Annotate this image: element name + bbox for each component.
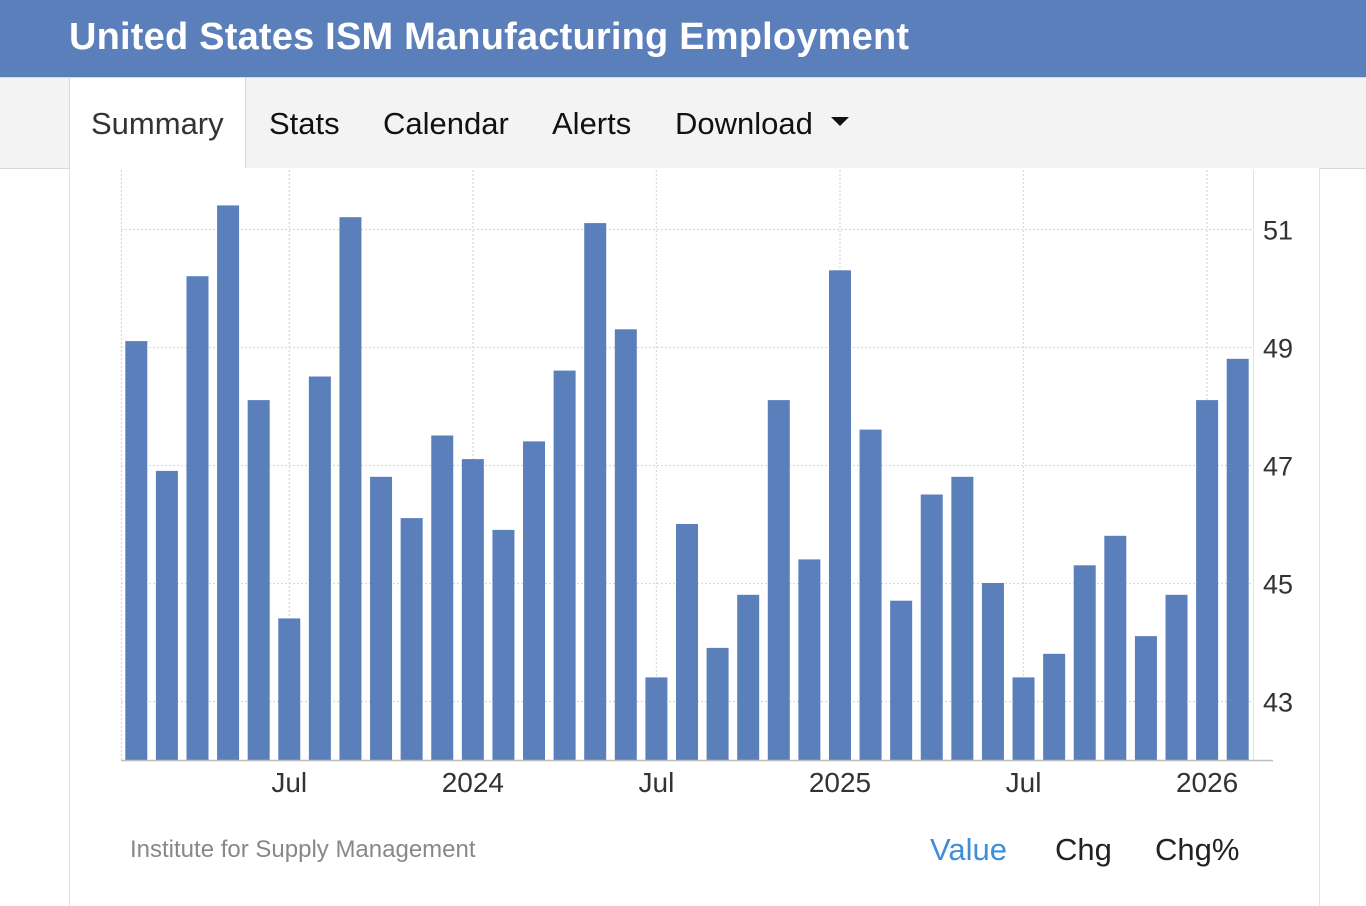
bar (767, 400, 790, 760)
bar (798, 559, 821, 760)
bar (584, 223, 607, 761)
chg-percent-toggle[interactable]: Chg% (1155, 832, 1240, 867)
x-tick-label: Jul (271, 767, 307, 798)
bar (492, 529, 515, 760)
bar (951, 476, 974, 760)
x-tick-label: Jul (1006, 767, 1042, 798)
bar (400, 518, 423, 760)
x-tick-label: 2024 (442, 767, 504, 798)
bar (859, 429, 882, 760)
tab-summary-label: Summary (91, 106, 224, 141)
value-toggle[interactable]: Value (930, 832, 1007, 867)
x-tick-label: 2025 (809, 767, 871, 798)
bar (737, 594, 760, 760)
bar (1043, 653, 1066, 760)
bar (1134, 636, 1157, 760)
tab-calendar-label: Calendar (383, 106, 509, 141)
bar (828, 270, 851, 760)
bar (981, 583, 1004, 760)
x-tick-label: Jul (639, 767, 675, 798)
bar (186, 276, 209, 760)
bar (553, 370, 576, 760)
bar (217, 205, 240, 760)
tab-download-label: Download (675, 106, 813, 141)
tab-alerts-label: Alerts (552, 106, 632, 141)
y-tick-label: 51 (1263, 216, 1293, 246)
title-bar: United States ISM Manufacturing Employme… (0, 0, 1366, 77)
bar (1196, 400, 1219, 760)
bar (1226, 358, 1249, 760)
bar (890, 600, 913, 760)
y-tick-label: 43 (1263, 688, 1293, 718)
bar (676, 524, 698, 760)
bar (1165, 594, 1188, 760)
bar (920, 494, 943, 760)
chart-panel: 43 45 47 49 51 Jul 2024 Jul 2025 Jul 2026 (69, 168, 1320, 906)
tab-download[interactable]: Download (675, 78, 849, 168)
bar (1012, 677, 1035, 760)
page-title: United States ISM Manufacturing Employme… (69, 16, 910, 58)
y-tick-label: 47 (1263, 452, 1293, 482)
bar (431, 435, 454, 760)
tab-bar: Summary Stats Calendar Alerts Download (0, 77, 1366, 169)
y-tick-label: 49 (1263, 334, 1293, 364)
bar (1073, 565, 1096, 760)
tab-summary[interactable]: Summary (69, 78, 246, 169)
tab-stats-label: Stats (269, 106, 340, 141)
bar (247, 400, 270, 760)
caret-down-icon (830, 117, 849, 127)
tab-stats[interactable]: Stats (269, 78, 340, 168)
bar (1104, 535, 1127, 760)
bar (461, 459, 484, 760)
source-label: Institute for Supply Management (130, 836, 476, 863)
bar (308, 376, 331, 760)
x-tick-label: 2026 (1176, 767, 1238, 798)
bar-chart: 43 45 47 49 51 Jul 2024 Jul 2025 Jul 2026 (120, 170, 1293, 798)
bar (339, 217, 362, 760)
bar (523, 441, 546, 760)
bar (706, 647, 729, 760)
bar (645, 677, 668, 760)
y-tick-label: 45 (1263, 570, 1293, 600)
tab-calendar[interactable]: Calendar (383, 78, 509, 168)
chg-toggle[interactable]: Chg (1055, 832, 1112, 867)
bar (614, 329, 637, 760)
bar (370, 476, 393, 760)
bar (278, 618, 301, 760)
bar (155, 470, 178, 760)
tab-alerts[interactable]: Alerts (552, 78, 631, 168)
bar (125, 341, 148, 760)
